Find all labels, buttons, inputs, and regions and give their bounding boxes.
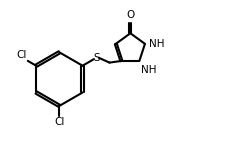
Text: Cl: Cl [54,117,64,127]
Text: Cl: Cl [16,50,27,60]
Text: NH: NH [141,65,157,75]
Text: S: S [93,53,100,63]
Text: NH: NH [149,39,164,49]
Text: O: O [126,10,134,20]
